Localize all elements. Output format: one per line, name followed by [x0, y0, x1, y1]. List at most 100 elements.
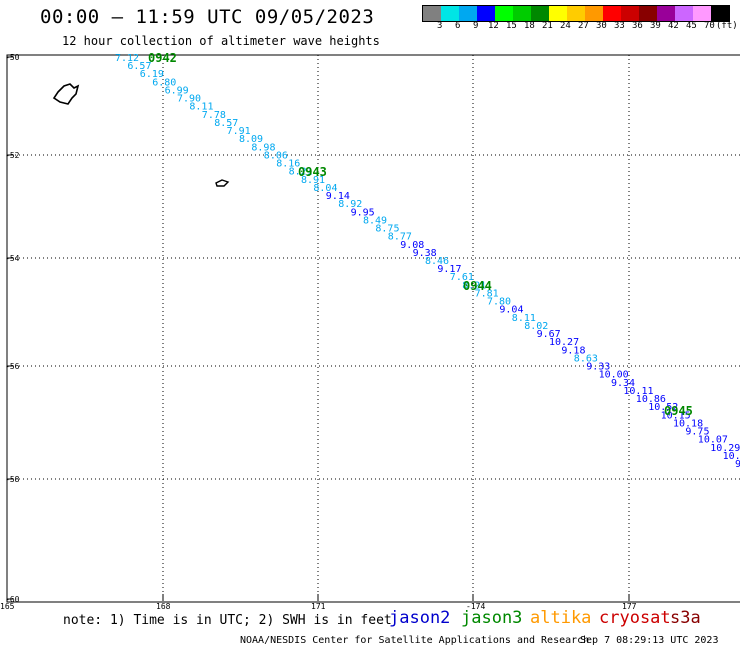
- lon-label: 165: [0, 602, 15, 610]
- colorbar-cell: [531, 6, 549, 21]
- wave-height-label: 8.57: [214, 118, 238, 129]
- wave-height-label: 9.18: [561, 345, 585, 356]
- wave-height-label: 8.04: [313, 183, 337, 194]
- wave-height-label: 9.04: [499, 305, 523, 316]
- credit-line: NOAA/NESDIS Center for Satellite Applica…: [240, 635, 718, 646]
- wave-height-label: 9.17: [437, 264, 461, 275]
- wave-height-label: 8.92: [338, 199, 362, 210]
- colorbar-label: 36: [632, 21, 643, 31]
- lat-label: -58: [5, 475, 20, 484]
- wave-height-label: 6.19: [140, 69, 164, 80]
- bounty-islet: [215, 179, 230, 187]
- colorbar-cell: [423, 6, 441, 21]
- lat-label: -54: [5, 254, 20, 263]
- wave-height-label: 8.91: [301, 175, 325, 186]
- colorbar-unit: (ft): [716, 21, 738, 31]
- wave-height-colorbar: [422, 5, 730, 22]
- wave-height-label: 6.57: [127, 61, 151, 72]
- satellite-altika: altika: [530, 608, 592, 628]
- wave-height-label: 8.75: [375, 224, 399, 235]
- wave-height-label: 8.63: [574, 353, 598, 364]
- wave-height-label: 10.86: [636, 394, 666, 405]
- wave-height-label: 10.27: [549, 337, 579, 348]
- wave-height-label: 7.90: [177, 94, 201, 105]
- wave-height-label: 9.75: [685, 427, 709, 438]
- colorbar-cell: [459, 6, 477, 21]
- colorbar-label: 30: [596, 21, 607, 31]
- wave-height-label: 7.80: [487, 297, 511, 308]
- wave-height-label: 7.12: [115, 53, 139, 64]
- wave-height-label: 7.61: [450, 272, 474, 283]
- wave-height-label: 10.07: [698, 435, 728, 446]
- wave-height-label: 9.34: [611, 378, 635, 389]
- lat-label: -56: [5, 362, 20, 371]
- wave-height-label: 9.08: [400, 240, 424, 251]
- wave-height-label: 8.11: [512, 313, 536, 324]
- wave-height-label: 9.67: [537, 329, 561, 340]
- colorbar-label: 15: [506, 21, 517, 31]
- colorbar-cell: [585, 6, 603, 21]
- credit-text: NOAA/NESDIS Center for Satellite Applica…: [240, 635, 590, 646]
- colorbar-label: 9: [473, 21, 479, 31]
- colorbar-cell: [693, 6, 711, 21]
- wave-height-label: 10.11: [623, 386, 653, 397]
- colorbar-label: 18: [524, 21, 535, 31]
- time-label: 0942: [148, 51, 177, 65]
- wave-height-label: 7.81: [475, 289, 499, 300]
- lon-label: 171: [311, 602, 326, 610]
- satellite-cryosat: cryosat: [599, 608, 671, 628]
- lat-label: -52: [5, 151, 20, 160]
- wave-height-label: 9.95: [351, 207, 375, 218]
- lat-label: -60: [5, 595, 20, 604]
- wave-height-label: 10.29: [710, 443, 740, 454]
- wave-height-label: 8.77: [388, 232, 412, 243]
- wave-height-label: 9.38: [413, 248, 437, 259]
- colorbar-label: 24: [560, 21, 571, 31]
- lon-label: 177: [622, 602, 637, 610]
- wave-height-label: 9.14: [326, 191, 350, 202]
- wave-height-label: 8.02: [524, 321, 548, 332]
- colorbar-label: 33: [614, 21, 625, 31]
- colorbar-cell: [675, 6, 693, 21]
- wave-height-label: 8.46: [425, 256, 449, 267]
- wave-height-label: 10.52: [648, 402, 678, 413]
- map-frame: [6, 54, 740, 603]
- wave-height-label: 8.21: [462, 280, 486, 291]
- wave-height-label: 10.15: [661, 410, 691, 421]
- wave-height-label: 6.99: [165, 86, 189, 97]
- colorbar-label: 45: [686, 21, 697, 31]
- time-label: 0943: [298, 165, 327, 179]
- colorbar-label: 12: [488, 21, 499, 31]
- colorbar-label: 42: [668, 21, 679, 31]
- colorbar-cell: [567, 6, 585, 21]
- colorbar-cell: [657, 6, 675, 21]
- wave-height-label: 8.98: [251, 142, 275, 153]
- wave-height-label: 8.49: [363, 215, 387, 226]
- wave-height-label: 9: [735, 459, 740, 470]
- colorbar-label: 70: [704, 21, 715, 31]
- wave-height-label: 8.16: [276, 159, 300, 170]
- wave-height-label: 9.33: [586, 362, 610, 373]
- lon-label: -174: [466, 602, 485, 610]
- colorbar-cell: [513, 6, 531, 21]
- colorbar-label: 39: [650, 21, 661, 31]
- colorbar-cell: [549, 6, 567, 21]
- colorbar-cell: [495, 6, 513, 21]
- colorbar-cell: [621, 6, 639, 21]
- colorbar-cell: [603, 6, 621, 21]
- colorbar-cell: [441, 6, 459, 21]
- wave-height-label: 8.21: [289, 167, 313, 178]
- wave-height-label: 8.09: [239, 134, 263, 145]
- colorbar-cell: [711, 6, 729, 21]
- wave-height-label: 8.11: [189, 102, 213, 113]
- lon-label: 168: [156, 602, 171, 610]
- wave-height-label: 7.91: [227, 126, 251, 137]
- page-subtitle: 12 hour collection of altimeter wave hei…: [62, 34, 380, 48]
- wave-height-label: 7.78: [202, 110, 226, 121]
- colorbar-cell: [477, 6, 495, 21]
- timestamp: Sep 7 08:29:13 UTC 2023: [580, 635, 719, 646]
- satellite-jason3: jason3: [461, 608, 523, 628]
- colorbar-cell: [639, 6, 657, 21]
- wave-height-label: 10.00: [599, 370, 629, 381]
